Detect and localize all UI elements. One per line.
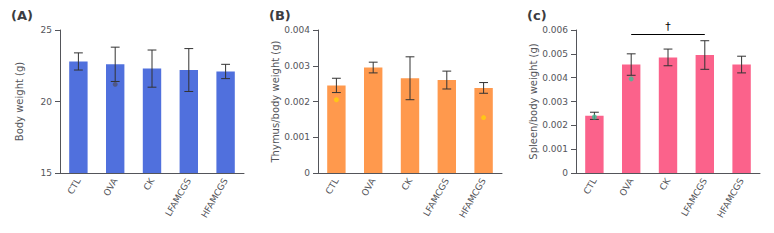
svg-text:†: † <box>665 20 671 33</box>
svg-text:0.001: 0.001 <box>284 132 310 142</box>
svg-text:LFAMCGS: LFAMCGS <box>421 176 451 218</box>
svg-text:HFAMCGS: HFAMCGS <box>457 176 488 219</box>
svg-text:0.001: 0.001 <box>542 144 568 154</box>
svg-text:Body weight (g): Body weight (g) <box>14 62 25 142</box>
svg-text:0.004: 0.004 <box>542 73 568 83</box>
svg-text:CK: CK <box>400 176 415 192</box>
svg-text:Spleen/body weight (g): Spleen/body weight (g) <box>528 43 539 160</box>
svg-text:CTL: CTL <box>582 176 599 196</box>
svg-text:0.003: 0.003 <box>284 61 310 71</box>
svg-text:Thymus/body weight (g): Thymus/body weight (g) <box>270 40 281 163</box>
svg-text:0.004: 0.004 <box>284 25 310 35</box>
svg-text:HFAMCGS: HFAMCGS <box>715 176 746 219</box>
svg-text:0: 0 <box>562 168 568 178</box>
svg-text:OVA: OVA <box>618 176 636 198</box>
svg-text:LFAMCGS: LFAMCGS <box>163 176 193 218</box>
svg-text:OVA: OVA <box>102 176 120 198</box>
svg-text:0.006: 0.006 <box>542 25 568 35</box>
svg-text:(A): (A) <box>11 8 33 23</box>
svg-text:CK: CK <box>658 176 673 192</box>
svg-text:0.002: 0.002 <box>542 120 568 130</box>
svg-text:OVA: OVA <box>360 176 378 198</box>
svg-text:(c): (c) <box>527 8 547 23</box>
svg-text:15: 15 <box>41 168 52 178</box>
svg-text:0.005: 0.005 <box>542 49 568 59</box>
svg-text:LFAMCGS: LFAMCGS <box>679 176 709 218</box>
svg-text:0.002: 0.002 <box>284 97 310 107</box>
svg-text:25: 25 <box>41 25 52 35</box>
svg-text:HFAMCGS: HFAMCGS <box>199 176 230 219</box>
svg-text:(B): (B) <box>269 8 291 23</box>
svg-text:0: 0 <box>304 168 310 178</box>
svg-text:20: 20 <box>41 97 53 107</box>
svg-text:CTL: CTL <box>324 176 341 196</box>
svg-text:CTL: CTL <box>66 176 83 196</box>
svg-text:CK: CK <box>142 176 157 192</box>
svg-text:0.003: 0.003 <box>542 97 568 107</box>
